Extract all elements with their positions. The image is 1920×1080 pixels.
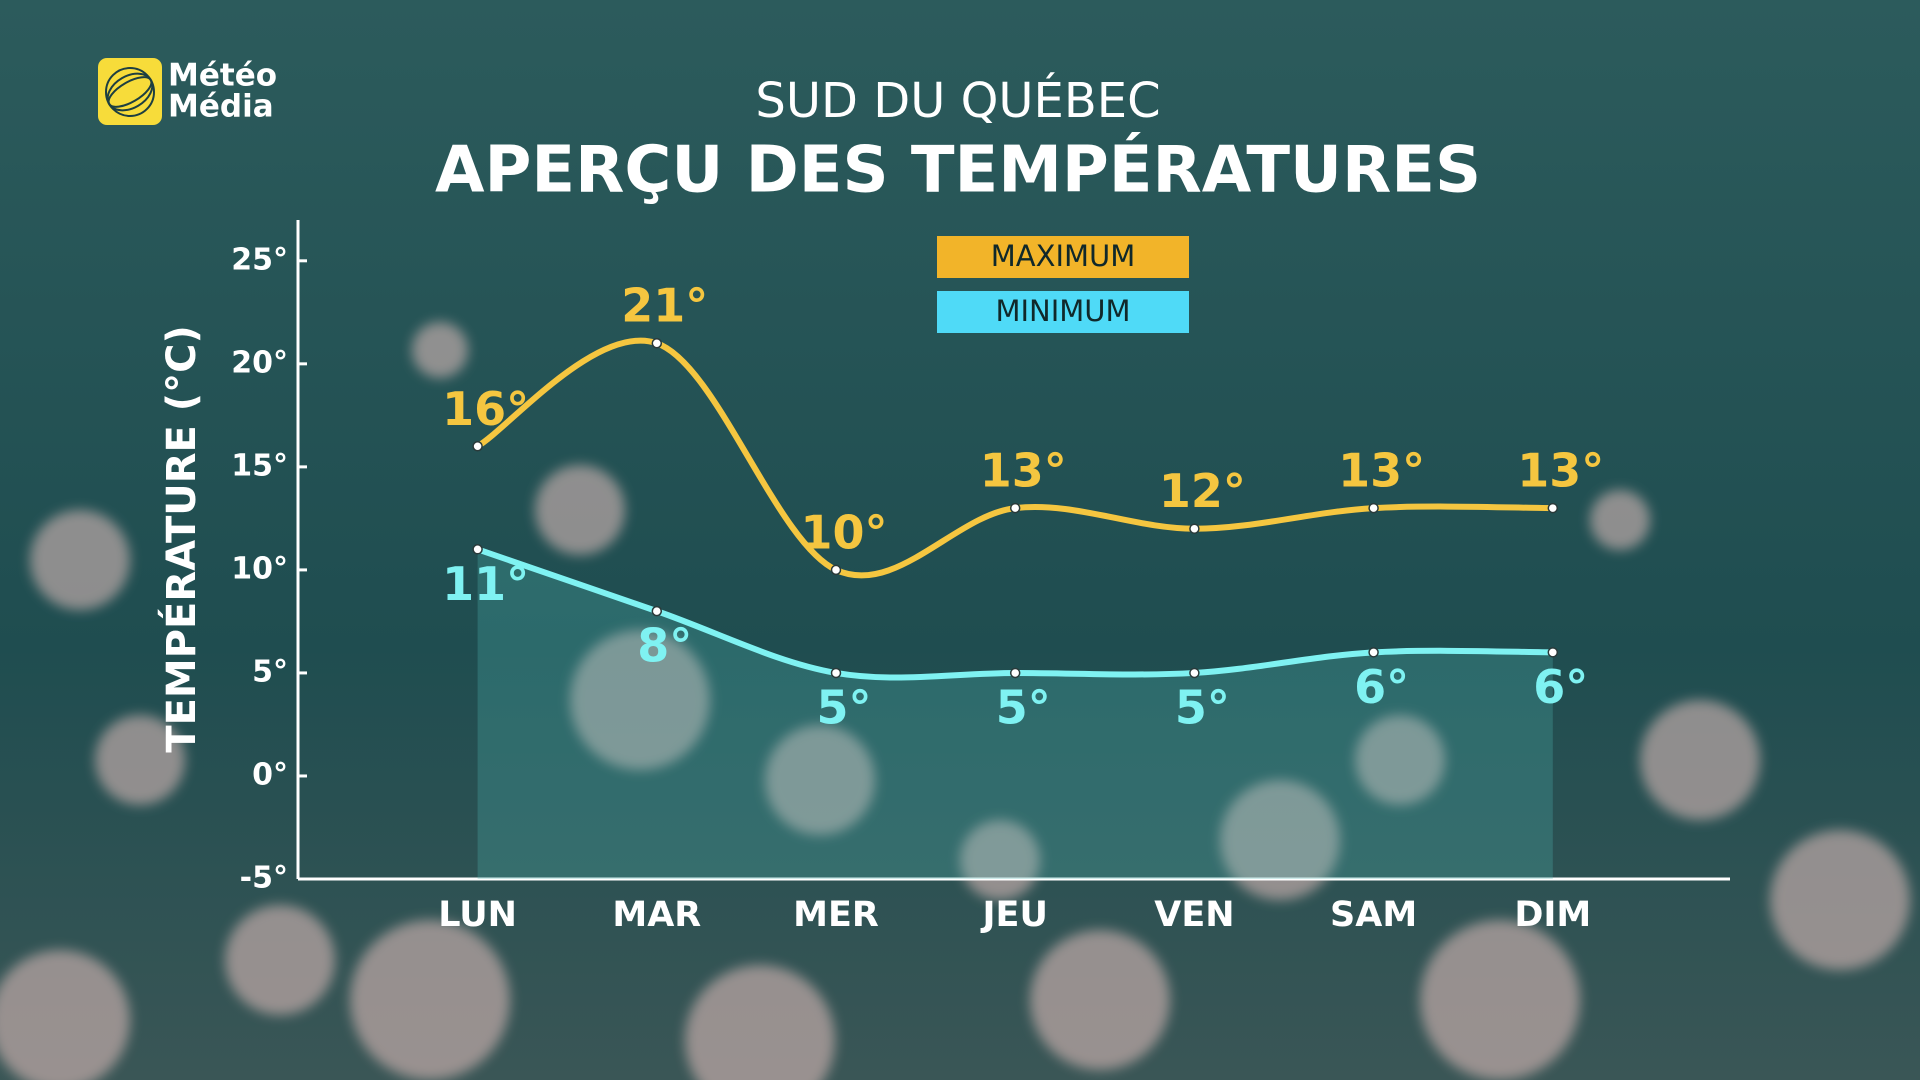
y-tick-label: 5° [252, 654, 288, 689]
legend-swatch [937, 236, 1189, 278]
x-tick-label: JEU [981, 895, 1048, 935]
logo-globe [105, 67, 155, 117]
point [1368, 647, 1379, 658]
logo-text: Météo [168, 58, 277, 94]
point [1189, 523, 1200, 534]
legend-label: MAXIMUM [991, 239, 1136, 273]
point [1009, 667, 1021, 679]
legend-label: MINIMUM [995, 294, 1130, 328]
y-tick-label: -5° [240, 861, 288, 896]
point [830, 667, 842, 679]
value-label: 11° [442, 557, 529, 611]
y-axis-label: TEMPÉRATURE (°C) [157, 325, 205, 752]
point [1009, 502, 1021, 514]
value-label: 5° [1175, 680, 1230, 734]
y-tick-label: 10° [231, 551, 288, 586]
point [1368, 502, 1379, 514]
point [472, 441, 483, 452]
value-label: 16° [442, 382, 529, 436]
x-tick-label: MER [793, 895, 879, 935]
value-label: 12° [1159, 464, 1246, 518]
y-tick-label: 20° [231, 345, 288, 380]
value-label: 6° [1354, 660, 1409, 714]
legend-swatch [937, 291, 1189, 333]
value-label: 21° [621, 279, 708, 333]
point [1547, 502, 1559, 514]
value-label: 13° [980, 444, 1067, 498]
point [1547, 647, 1559, 658]
x-tick-label: SAM [1330, 895, 1417, 935]
chart-subtitle: SUD DU QUÉBEC [755, 72, 1160, 129]
x-tick-label: VEN [1154, 895, 1234, 935]
logo-text: Média [168, 89, 274, 125]
value-label: 5° [816, 680, 871, 734]
x-tick-label: DIM [1514, 895, 1591, 935]
value-label: 10° [800, 505, 887, 559]
point [472, 544, 483, 555]
point [651, 605, 663, 617]
value-label: 13° [1517, 444, 1604, 498]
value-label: 13° [1338, 444, 1425, 498]
x-tick-label: MAR [612, 895, 701, 935]
point [651, 337, 663, 349]
y-tick-label: 15° [231, 448, 288, 483]
point [1189, 667, 1200, 679]
y-tick-label: 25° [231, 242, 288, 277]
value-label: 6° [1533, 660, 1588, 714]
area-fill [477, 549, 1553, 879]
value-label: 5° [996, 680, 1051, 734]
value-label: 8° [637, 619, 692, 673]
x-tick-label: LUN [438, 895, 517, 935]
chart-title: APERÇU DES TEMPÉRATURES [435, 132, 1481, 208]
y-tick-label: 0° [252, 757, 288, 792]
point [830, 564, 842, 576]
blossom-decor [0, 322, 1910, 1080]
